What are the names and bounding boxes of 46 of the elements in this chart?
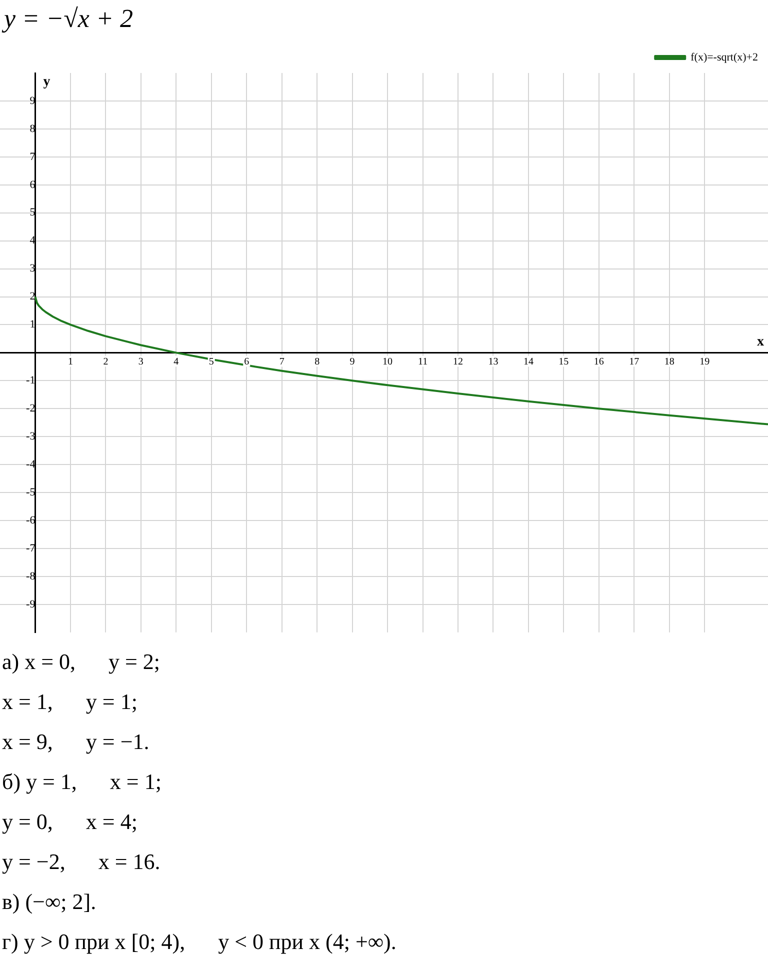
x-tick-label: 9 xyxy=(350,356,355,368)
x-tick-label: 4 xyxy=(174,356,179,368)
x-tick-label: 7 xyxy=(279,356,284,368)
y-tick-label: 2 xyxy=(30,290,36,303)
text: г) y > 0 при x [0; 4), y < 0 при x (4; +∞). xyxy=(1,928,398,956)
x-tick-label: 18 xyxy=(664,356,674,368)
x-tick-label: 11 xyxy=(418,356,428,368)
y-tick-label: -3 xyxy=(26,430,36,442)
y-tick-label: 4 xyxy=(30,234,36,247)
y-tick-label: 7 xyxy=(30,150,36,163)
x-tick-label: 8 xyxy=(314,356,320,368)
y-tick-label: -1 xyxy=(26,374,36,387)
y-tick-label: 9 xyxy=(30,94,36,107)
x-tick-label: 13 xyxy=(488,356,498,368)
x-tick-label: 6 xyxy=(244,356,250,368)
x-tick-label: 3 xyxy=(138,356,144,368)
y-tick-label: 8 xyxy=(30,122,36,135)
text: y = −2, x = 16. xyxy=(1,848,162,876)
y-axis-title: y xyxy=(43,74,50,90)
legend-label: f(x)=-sqrt(x)+2 xyxy=(690,51,758,64)
text: а) x = 0, y = 2; xyxy=(1,648,162,676)
chart-title: y = −√x + 2 xyxy=(0,3,134,35)
x-tick-label: 1 xyxy=(68,356,73,368)
text: y = 0, x = 4; xyxy=(1,808,138,836)
x-tick-label: 17 xyxy=(629,356,640,368)
y-tick-label: -2 xyxy=(26,402,36,415)
y-tick-label: -8 xyxy=(26,570,36,582)
y-tick-label: 3 xyxy=(30,262,36,275)
text: в) (−∞; 2]. xyxy=(1,888,98,916)
y-tick-label: 1 xyxy=(30,318,36,331)
text: x = 1, y = 1; xyxy=(1,688,138,716)
y-tick-label: -4 xyxy=(26,458,36,470)
y-tick-label: -5 xyxy=(26,486,36,498)
y-tick-label: 5 xyxy=(30,206,36,219)
x-axis-title: x xyxy=(757,334,764,350)
x-tick-label: 12 xyxy=(452,356,463,368)
x-tick-label: 16 xyxy=(594,356,604,368)
x-tick-label: 14 xyxy=(523,356,534,368)
x-tick-label: 15 xyxy=(558,356,569,368)
x-tick-label: 10 xyxy=(382,356,393,368)
x-tick-label: 19 xyxy=(700,356,710,368)
x-tick-label: 2 xyxy=(103,356,108,368)
text: б) y = 1, x = 1; xyxy=(1,768,162,796)
text: x = 9, y = −1. xyxy=(1,728,150,756)
y-tick-label: -9 xyxy=(26,598,36,610)
y-tick-label: -7 xyxy=(26,542,36,554)
